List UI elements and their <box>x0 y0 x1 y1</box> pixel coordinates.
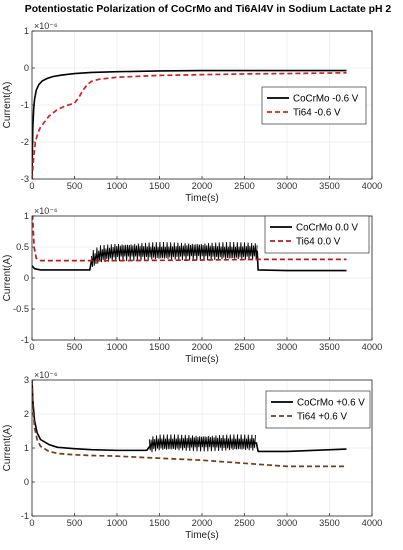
x-tick-label: 3500 <box>319 342 340 352</box>
x-tick-label: 3500 <box>319 181 340 191</box>
x-tick-label: 0 <box>29 342 34 352</box>
legend-label-2: Ti64 -0.6 V <box>293 107 341 118</box>
y-tick-label: 0 <box>24 273 29 283</box>
x-tick-label: 3500 <box>319 518 340 528</box>
legend-label-1: CoCrMo 0.0 V <box>296 222 359 233</box>
y-tick-label: -1 <box>21 100 29 110</box>
x-tick-label: 2000 <box>192 518 213 528</box>
x-axis-label: Time(s) <box>185 193 219 204</box>
y-tick-label: -1 <box>21 511 29 521</box>
x-tick-label: 4000 <box>362 181 383 191</box>
legend-box <box>265 390 371 429</box>
y-exponent-label: ×10⁻⁶ <box>34 370 58 380</box>
y-axis-label: Current(A) <box>2 425 13 472</box>
y-exponent-label: ×10⁻⁶ <box>34 206 58 216</box>
y-tick-label: 1 <box>24 26 29 36</box>
x-tick-label: 2500 <box>234 181 255 191</box>
y-tick-label: -3 <box>21 174 29 184</box>
legend-label-2: Ti64 +0.6 V <box>297 411 347 422</box>
figure-title: Potentiostatic Polarization of CoCrMo an… <box>25 4 392 15</box>
x-tick-label: 3000 <box>277 518 298 528</box>
x-tick-label: 2500 <box>234 518 255 528</box>
x-tick-label: 1000 <box>107 342 128 352</box>
y-tick-label: 1 <box>24 443 29 453</box>
x-tick-label: 2000 <box>192 181 213 191</box>
y-axis-label: Current(A) <box>2 255 13 302</box>
series-line-2 <box>32 216 347 262</box>
series-oscillation-1 <box>148 434 256 453</box>
axes-box <box>31 215 373 341</box>
series-line-2 <box>32 380 347 468</box>
y-tick-label: 3 <box>24 375 29 385</box>
x-axis-label: Time(s) <box>185 354 219 365</box>
x-axis-label: Time(s) <box>185 530 219 541</box>
axes-box <box>31 30 373 180</box>
series-line-1 <box>32 380 347 453</box>
legend: CoCrMo +0.6 V Ti64 +0.6 V <box>265 390 371 429</box>
legend-label-1: CoCrMo -0.6 V <box>293 93 359 104</box>
legend-label-2: Ti64 0.0 V <box>296 236 341 247</box>
y-tick-label: 0 <box>24 63 29 73</box>
y-tick-label: 0 <box>24 477 29 487</box>
y-tick-label: 1 <box>24 211 29 221</box>
x-tick-label: 2000 <box>192 342 213 352</box>
y-tick-label: -2 <box>21 137 29 147</box>
y-axis-label: Current(A) <box>2 82 13 129</box>
x-tick-label: 2500 <box>234 342 255 352</box>
x-tick-label: 500 <box>67 181 83 191</box>
x-tick-label: 1500 <box>149 342 170 352</box>
x-tick-label: 1500 <box>149 518 170 528</box>
panels: 0 500 1000 1500 2000 2500 3000 3500 4000-3-2-101… <box>2 21 382 541</box>
y-tick-label: 0.5 <box>16 242 29 252</box>
series-oscillation-1 <box>91 242 258 267</box>
x-tick-label: 0 <box>29 181 34 191</box>
series-line-1 <box>32 69 347 179</box>
y-tick-label: 2 <box>24 409 29 419</box>
x-tick-label: 1500 <box>149 181 170 191</box>
chart-panel-1: 0 500 1000 1500 2000 2500 3000 3500 4000 -3 -2 -1 0 1… <box>2 21 382 204</box>
legend: CoCrMo -0.6 V Ti64 -0.6 V <box>261 86 367 125</box>
y-tick-label: -1 <box>21 335 29 345</box>
chart-panel-3: 0 500 1000 1500 2000 2500 3000 3500 4000-10123×1… <box>2 370 382 541</box>
x-tick-label: 0 <box>29 518 34 528</box>
x-tick-label: 3000 <box>277 342 298 352</box>
y-tick-label: -0.5 <box>13 304 29 314</box>
legend: CoCrMo 0.0 V Ti64 0.0 V <box>264 215 370 254</box>
y-exponent-label: ×10⁻⁶ <box>34 21 58 31</box>
legend-box <box>261 86 367 125</box>
x-tick-label: 3000 <box>277 181 298 191</box>
legend-label-1: CoCrMo +0.6 V <box>297 397 365 408</box>
x-tick-label: 500 <box>67 518 83 528</box>
chart-panel-2: 0 500 1000 1500 2000 2500 3000 3500 4000 -1 -0.5 0 0… <box>2 206 382 365</box>
legend-box <box>264 215 370 254</box>
x-tick-label: 500 <box>67 342 83 352</box>
x-tick-label: 1000 <box>107 518 128 528</box>
x-tick-label: 4000 <box>362 518 383 528</box>
x-tick-label: 4000 <box>362 342 383 352</box>
series-line-2 <box>32 71 347 179</box>
axes-box <box>31 379 373 517</box>
x-tick-label: 1000 <box>107 181 128 191</box>
